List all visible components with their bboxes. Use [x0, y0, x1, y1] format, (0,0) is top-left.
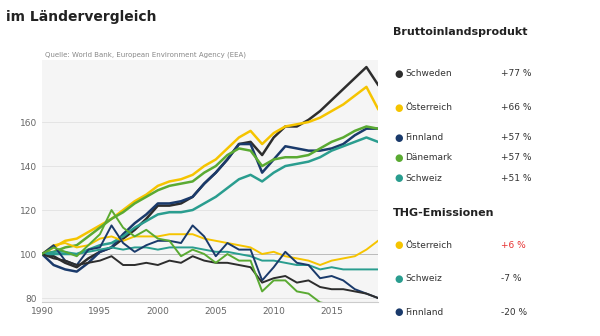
Text: -20 %: -20 %: [501, 308, 527, 317]
Text: Österreich: Österreich: [405, 241, 452, 250]
Text: ●: ●: [395, 153, 403, 163]
Text: ●: ●: [395, 274, 403, 284]
Text: ●: ●: [395, 133, 403, 143]
Text: THG-Emissionen: THG-Emissionen: [393, 208, 494, 218]
Text: +57 %: +57 %: [501, 154, 532, 162]
Text: Finnland: Finnland: [405, 308, 443, 317]
Text: +6 %: +6 %: [501, 241, 526, 250]
Text: +66 %: +66 %: [501, 103, 532, 112]
Text: Bruttoinlandsprodukt: Bruttoinlandsprodukt: [393, 27, 527, 37]
Text: ●: ●: [395, 69, 403, 79]
Text: im Ländervergleich: im Ländervergleich: [6, 10, 157, 24]
Text: +51 %: +51 %: [501, 174, 532, 182]
Text: Österreich: Österreich: [405, 103, 452, 112]
Text: +57 %: +57 %: [501, 133, 532, 142]
Text: Schweiz: Schweiz: [405, 275, 442, 283]
Text: ●: ●: [395, 240, 403, 250]
Text: ●: ●: [395, 102, 403, 113]
Text: Schweden: Schweden: [405, 70, 452, 78]
Text: Quelle: World Bank, European Environment Agency (EEA): Quelle: World Bank, European Environment…: [46, 51, 247, 58]
Text: -7 %: -7 %: [501, 275, 521, 283]
Text: ●: ●: [395, 307, 403, 318]
Text: Dänemark: Dänemark: [405, 154, 452, 162]
Text: ●: ●: [395, 173, 403, 183]
Text: Schweiz: Schweiz: [405, 174, 442, 182]
Text: +77 %: +77 %: [501, 70, 532, 78]
Text: Finnland: Finnland: [405, 133, 443, 142]
